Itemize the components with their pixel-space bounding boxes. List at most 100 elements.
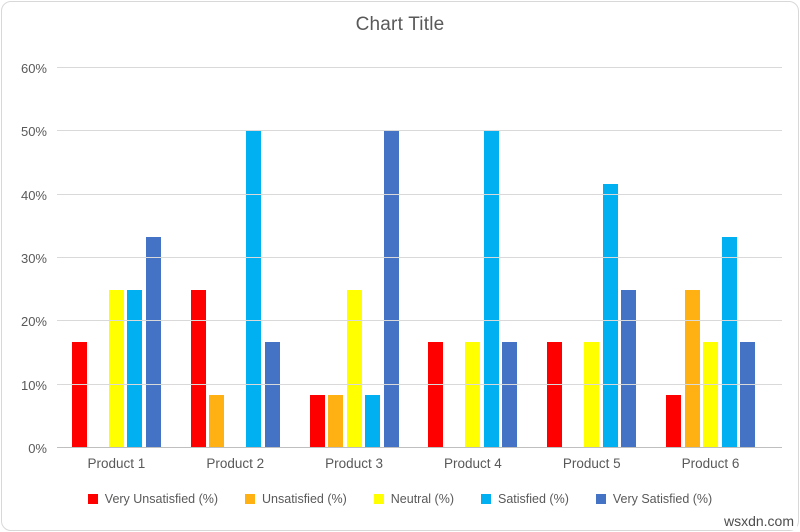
bar-slot bbox=[447, 68, 462, 448]
bar-very-unsatisfied-product-2 bbox=[190, 289, 206, 448]
bar-satisfied-product-2 bbox=[246, 131, 262, 448]
bar-slot bbox=[428, 68, 444, 448]
bar-neutral-product-3 bbox=[346, 289, 362, 448]
cluster-bars bbox=[664, 68, 757, 448]
y-axis-tick-label: 20% bbox=[20, 314, 47, 330]
bar-unsatisfied-product-2 bbox=[209, 395, 225, 448]
legend-swatch-icon bbox=[373, 494, 384, 504]
legend-label: Neutral (%) bbox=[390, 492, 454, 506]
legend-item-very-unsatisfied: Very Unsatisfied (%) bbox=[87, 492, 219, 506]
legend-item-satisfied: Satisfied (%) bbox=[481, 492, 569, 506]
y-axis-tick-label: 50% bbox=[20, 124, 47, 140]
bar-satisfied-product-1 bbox=[127, 289, 143, 448]
bar-very-satisfied-product-4 bbox=[502, 342, 518, 448]
bar-unsatisfied-product-3 bbox=[328, 395, 344, 448]
bar-slot bbox=[246, 68, 262, 448]
bar-slot bbox=[666, 68, 682, 448]
bar-very-unsatisfied-product-4 bbox=[428, 342, 444, 448]
y-axis-tick-label: 0% bbox=[28, 441, 47, 456]
y-axis: 0% 10% 20% 30% 40% 50% 60% bbox=[0, 61, 47, 456]
legend-item-unsatisfied: Unsatisfied (%) bbox=[245, 492, 347, 506]
cluster-product-4 bbox=[413, 68, 532, 448]
gridline bbox=[57, 320, 782, 322]
bar-slot bbox=[602, 68, 618, 448]
bar-very-satisfied-product-5 bbox=[621, 289, 637, 448]
bar-satisfied-product-3 bbox=[365, 395, 381, 448]
legend-label: Satisfied (%) bbox=[498, 492, 569, 506]
plot-area bbox=[57, 67, 782, 448]
legend-swatch-icon bbox=[245, 494, 256, 504]
gridline bbox=[57, 257, 782, 258]
y-axis-tick-label: 10% bbox=[20, 377, 47, 393]
bar-slot bbox=[547, 68, 563, 448]
bar-slot bbox=[502, 68, 518, 448]
bar-satisfied-product-5 bbox=[602, 184, 618, 448]
legend-swatch-icon bbox=[481, 494, 491, 504]
bar-neutral-product-1 bbox=[108, 289, 124, 448]
bar-very-unsatisfied-product-6 bbox=[666, 395, 682, 448]
gridline bbox=[57, 67, 782, 68]
bar-very-unsatisfied-product-1 bbox=[71, 342, 87, 448]
legend-swatch-icon bbox=[87, 494, 98, 504]
y-axis-tick-label: 30% bbox=[20, 251, 47, 266]
bar-clusters bbox=[57, 68, 770, 448]
x-axis-line bbox=[57, 447, 782, 448]
bar-slot bbox=[740, 68, 756, 448]
bar-slot bbox=[328, 68, 344, 448]
bar-slot bbox=[465, 68, 481, 448]
bar-very-satisfied-product-3 bbox=[383, 131, 399, 448]
legend-item-neutral: Neutral (%) bbox=[373, 492, 454, 506]
cluster-product-2 bbox=[176, 68, 295, 448]
bar-slot bbox=[684, 68, 700, 448]
cluster-product-3 bbox=[295, 68, 414, 448]
bar-neutral-product-4 bbox=[465, 342, 481, 448]
bar-very-unsatisfied-product-3 bbox=[309, 395, 325, 448]
gridline bbox=[57, 383, 782, 385]
y-axis-tick-label: 60% bbox=[20, 61, 47, 76]
gridline bbox=[57, 193, 782, 195]
cluster-product-6 bbox=[651, 68, 770, 448]
cluster-bars bbox=[189, 68, 282, 448]
bar-very-satisfied-product-2 bbox=[264, 342, 280, 448]
x-axis-label-product-1: Product 1 bbox=[87, 456, 146, 471]
bar-slot bbox=[346, 68, 362, 448]
bar-slot bbox=[383, 68, 399, 448]
bar-very-satisfied-product-1 bbox=[145, 236, 161, 448]
bar-very-unsatisfied-product-5 bbox=[547, 342, 563, 448]
bar-slot bbox=[71, 68, 87, 448]
bar-slot bbox=[264, 68, 280, 448]
legend-swatch-icon bbox=[595, 494, 606, 504]
x-axis-label-product-3: Product 3 bbox=[325, 456, 383, 471]
x-axis-label-product-2: Product 2 bbox=[206, 456, 265, 471]
bar-satisfied-product-6 bbox=[721, 236, 737, 448]
x-axis: Product 1 Product 2 Product 3 Product 4 Prod… bbox=[57, 456, 770, 471]
legend-label: Very Satisfied (%) bbox=[612, 492, 713, 506]
legend: Very Unsatisfied (%) Unsatisfied (%) Neutr… bbox=[0, 492, 800, 506]
bar-slot bbox=[621, 68, 637, 448]
bar-slot bbox=[127, 68, 143, 448]
gridline bbox=[57, 130, 782, 132]
bar-slot bbox=[721, 68, 737, 448]
cluster-product-5 bbox=[532, 68, 651, 448]
bar-neutral-product-5 bbox=[584, 342, 600, 448]
bar-slot bbox=[309, 68, 325, 448]
bar-slot bbox=[228, 68, 243, 448]
cluster-product-1 bbox=[57, 68, 176, 448]
legend-label: Unsatisfied (%) bbox=[262, 492, 347, 506]
watermark: wsxdn.com bbox=[717, 513, 797, 530]
bar-slot bbox=[190, 68, 206, 448]
cluster-bars bbox=[308, 68, 401, 448]
bar-slot bbox=[584, 68, 600, 448]
cluster-bars bbox=[70, 68, 163, 448]
bar-slot bbox=[209, 68, 225, 448]
legend-label: Very Unsatisfied (%) bbox=[104, 492, 219, 506]
bar-satisfied-product-4 bbox=[483, 131, 499, 448]
bar-slot bbox=[566, 68, 581, 448]
bar-very-satisfied-product-6 bbox=[740, 342, 756, 448]
bar-slot bbox=[90, 68, 105, 448]
cluster-bars bbox=[427, 68, 520, 448]
legend-item-very-satisfied: Very Satisfied (%) bbox=[595, 492, 713, 506]
y-axis-tick-label: 40% bbox=[20, 187, 47, 203]
bar-neutral-product-6 bbox=[703, 342, 719, 448]
